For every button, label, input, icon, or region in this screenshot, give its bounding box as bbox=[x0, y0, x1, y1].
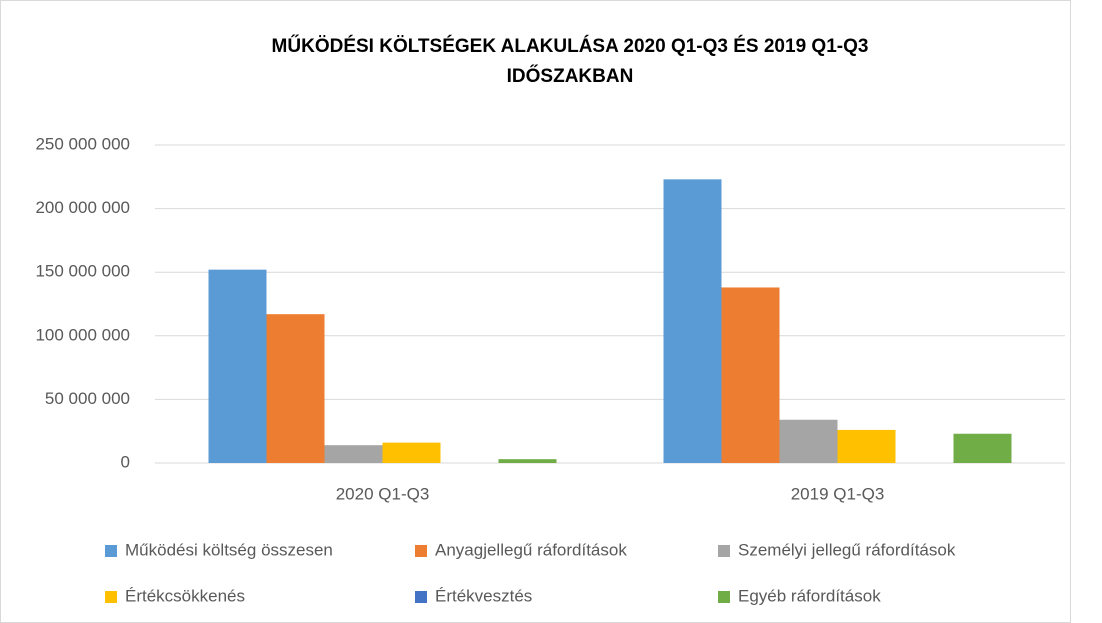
legend-swatch bbox=[105, 591, 117, 603]
bar bbox=[837, 429, 896, 463]
x-tick-label: 2019 Q1-Q3 bbox=[791, 484, 885, 503]
y-tick-label: 0 bbox=[121, 452, 130, 471]
bar bbox=[324, 445, 383, 463]
y-tick-label: 50 000 000 bbox=[45, 389, 130, 408]
y-tick-label: 200 000 000 bbox=[35, 198, 130, 217]
x-tick-label: 2020 Q1-Q3 bbox=[336, 484, 430, 503]
bar bbox=[208, 269, 267, 463]
legend-swatch bbox=[718, 591, 730, 603]
legend-swatch bbox=[415, 591, 427, 603]
bar bbox=[663, 179, 722, 463]
legend-label: Működési költség összesen bbox=[125, 540, 333, 559]
chart-title: MŰKÖDÉSI KÖLTSÉGEK ALAKULÁSA 2020 Q1-Q3 … bbox=[272, 35, 869, 57]
bar bbox=[721, 287, 780, 463]
legend-label: Anyagjellegű ráfordítások bbox=[435, 540, 627, 559]
y-tick-label: 150 000 000 bbox=[35, 262, 130, 281]
legend-label: Egyéb ráfordítások bbox=[738, 586, 881, 605]
bar bbox=[779, 419, 838, 463]
y-tick-label: 250 000 000 bbox=[35, 134, 130, 153]
legend-label: Értékvesztés bbox=[435, 586, 532, 605]
legend-swatch bbox=[105, 545, 117, 557]
legend-swatch bbox=[718, 545, 730, 557]
bar bbox=[382, 442, 441, 463]
chart-title: IDŐSZAKBAN bbox=[507, 65, 634, 87]
bar bbox=[266, 314, 325, 463]
y-tick-label: 100 000 000 bbox=[35, 325, 130, 344]
legend-label: Személyi jellegű ráfordítások bbox=[738, 540, 956, 559]
bar bbox=[498, 459, 557, 463]
legend-label: Értékcsökkenés bbox=[125, 586, 245, 605]
legend-swatch bbox=[415, 545, 427, 557]
bar bbox=[953, 433, 1012, 463]
chart-frame bbox=[0, 0, 1071, 623]
